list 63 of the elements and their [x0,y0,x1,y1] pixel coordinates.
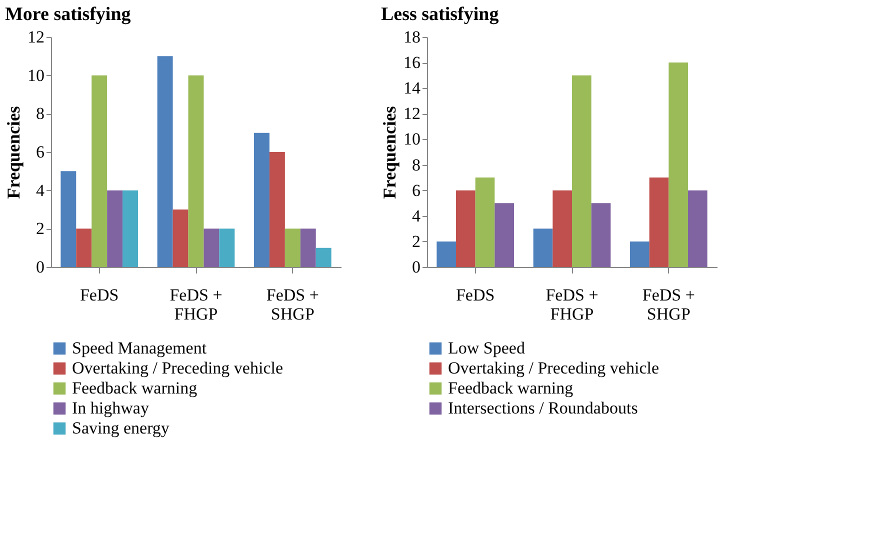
bar [688,190,708,267]
legend-label: Feedback warning [72,378,198,398]
bar [649,178,669,267]
y-tick-label: 14 [404,78,421,98]
bar [172,210,188,267]
bar [552,190,572,267]
x-tick-label: FeDS + FHGP [170,286,222,324]
y-tick-label: 6 [36,142,44,162]
bar [188,75,204,267]
legend-label: Feedback warning [448,378,574,398]
y-tick-label: 6 [412,180,420,200]
bar [630,241,650,267]
bar [122,190,138,267]
y-tick-label: 2 [412,232,420,251]
chart-title: Less satisfying [381,4,500,25]
y-tick-label: 18 [404,28,420,46]
x-tick-label: FeDS + SHGP [642,286,695,324]
y-axis-title: Frequencies [4,106,24,199]
x-tick-label: FeDS [456,286,495,304]
y-tick-label: 0 [412,258,420,276]
chart-title: More satisfying [5,4,132,25]
bar [668,62,688,267]
bar [219,228,235,267]
bar [456,190,476,267]
x-tick-label: FeDS + FHGP [546,286,598,324]
bar [316,248,332,267]
y-tick-label: 2 [36,219,44,238]
bar [92,75,108,267]
x-tick-label: FeDS [80,286,119,304]
bar [591,203,611,267]
bar [533,228,553,267]
y-tick-label: 12 [404,104,420,124]
bar [60,171,76,267]
y-tick-label: 4 [36,180,45,200]
bar [76,228,92,267]
legend-label: Overtaking / Preceding vehicle [72,358,284,378]
bar [494,203,514,267]
y-tick-label: 12 [28,28,44,46]
bar [269,152,285,267]
legend-label: Overtaking / Preceding vehicle [448,358,660,378]
bar [284,228,300,267]
y-tick-label: 8 [36,104,44,124]
bar [254,132,270,267]
bar [107,190,123,267]
y-tick-label: 0 [36,258,44,276]
x-tick-label: FeDS + SHGP [266,286,319,324]
bar [436,241,456,267]
legend-label: Saving energy [72,418,170,438]
y-tick-label: 16 [404,53,420,72]
y-tick-label: 8 [412,155,420,174]
legend-label: Low Speed [448,338,526,358]
bar [204,228,220,267]
y-tick-label: 10 [28,66,44,85]
legend-label: In highway [72,398,150,418]
y-tick-label: 10 [404,130,420,149]
bar [475,178,495,267]
bar [157,56,173,267]
legend-label: Speed Management [72,338,207,358]
legend-label: Intersections / Roundabouts [448,398,638,418]
y-tick-label: 4 [412,206,421,226]
bar [300,228,316,267]
bar [572,75,592,267]
y-axis-title: Frequencies [380,106,400,199]
